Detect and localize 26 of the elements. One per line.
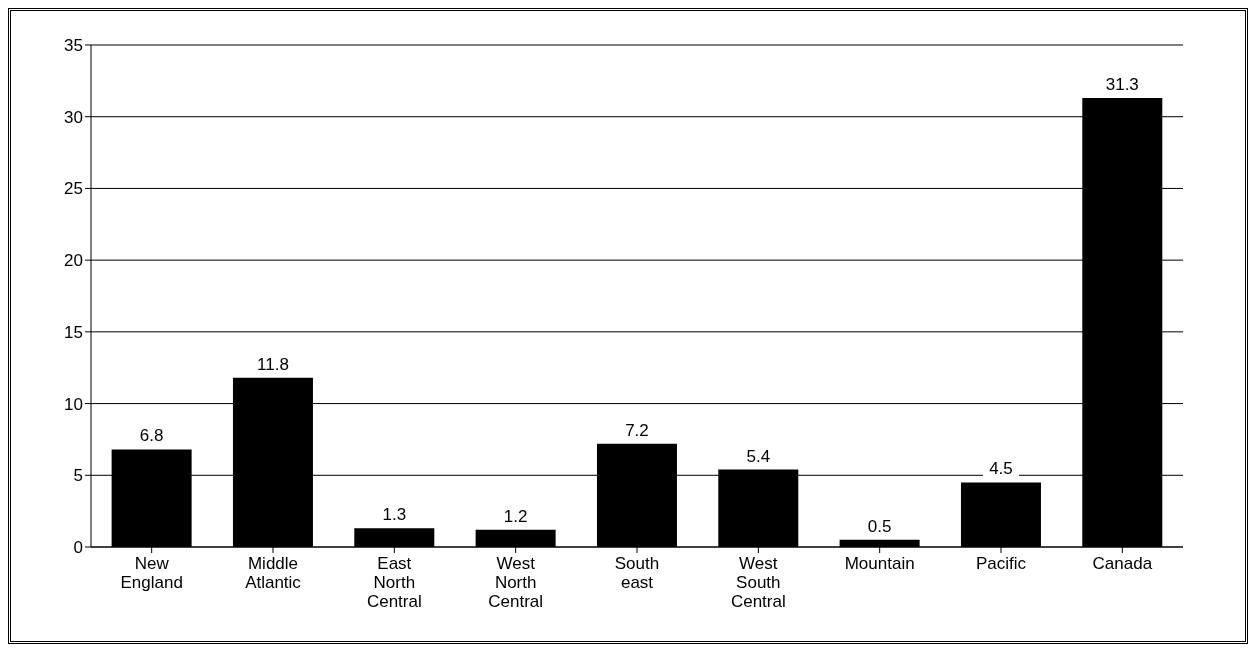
data-label: 7.2 [625,420,649,440]
x-tick-label: South east [614,554,660,592]
y-tick-label: 25 [64,179,83,199]
data-label: 5.4 [746,446,771,466]
y-tick-label: 10 [64,394,83,414]
x-tick-label: Mountain [844,554,915,573]
x-tick-label: New England [120,554,183,592]
y-tick-label: 5 [73,466,83,486]
x-tick-label: East North Central [366,554,422,611]
data-label: 11.8 [257,354,289,374]
y-tick-label: 15 [64,322,83,342]
y-tick-label: 30 [64,107,83,127]
data-label: 31.3 [1105,75,1139,95]
data-label: 4.5 [989,459,1013,479]
x-tick-label: Middle Atlantic [245,554,302,592]
data-label: 1.3 [382,505,407,525]
data-label: 6.8 [139,426,164,446]
y-tick-label: 20 [64,251,83,271]
y-tick-label: 0 [73,538,83,558]
data-label: 1.2 [503,506,528,526]
x-tick-label: Pacific [975,554,1027,573]
data-label: 0.5 [867,516,892,536]
y-tick-label: 35 [64,36,83,56]
x-tick-label: West South Central [730,554,786,611]
x-tick-label: West North Central [488,554,544,611]
x-tick-label: Canada [1092,554,1153,573]
